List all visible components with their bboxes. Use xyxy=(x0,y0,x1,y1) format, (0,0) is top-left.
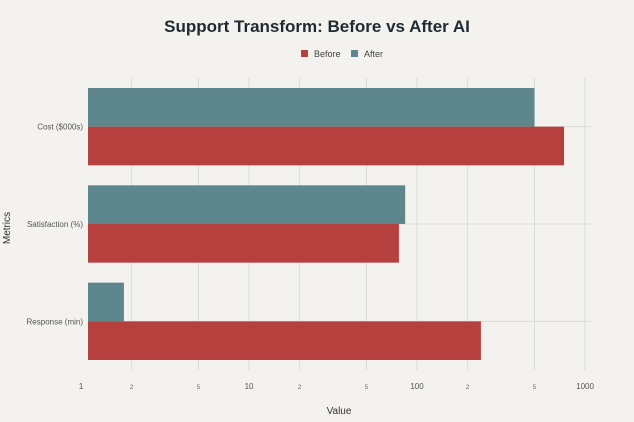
x-tick-label: 1000 xyxy=(576,382,594,391)
legend-label-after: After xyxy=(364,49,383,59)
x-axis-label: Value xyxy=(327,406,352,417)
y-axis-label: Metrics xyxy=(2,212,13,244)
bars-layer xyxy=(88,88,565,360)
legend-swatch-before xyxy=(301,50,308,57)
legend-label-before: Before xyxy=(314,49,341,59)
y-category-label: Response (min) xyxy=(27,317,84,326)
x-minor-tick-label: 2 xyxy=(130,385,134,391)
x-minor-tick-label: 5 xyxy=(365,385,369,391)
x-tick-label: 100 xyxy=(410,382,424,391)
x-tick-label: 10 xyxy=(245,382,254,391)
legend-swatch-after xyxy=(351,50,358,57)
bar-after xyxy=(88,185,406,224)
y-category-label: Cost ($000s) xyxy=(37,123,83,132)
x-tick-label: 1 xyxy=(79,382,84,391)
category-layer: Cost ($000s) Satisfaction (%) Response (mi… xyxy=(27,123,84,327)
legend: Before After xyxy=(301,49,383,59)
bar-after xyxy=(88,88,535,127)
bar-before xyxy=(88,321,481,360)
tick-layer: 1 10 100 1000 2 5 2 5 2 5 xyxy=(79,382,595,391)
x-minor-tick-label: 5 xyxy=(533,385,537,391)
bar-after xyxy=(88,282,124,322)
x-minor-tick-label: 2 xyxy=(466,385,470,391)
bar-before xyxy=(88,126,565,166)
x-minor-tick-label: 2 xyxy=(298,385,302,391)
x-minor-tick-label: 5 xyxy=(197,385,201,391)
y-category-label: Satisfaction (%) xyxy=(27,220,83,229)
bar-before xyxy=(88,224,399,263)
chart-title: Support Transform: Before vs After AI xyxy=(164,17,470,36)
